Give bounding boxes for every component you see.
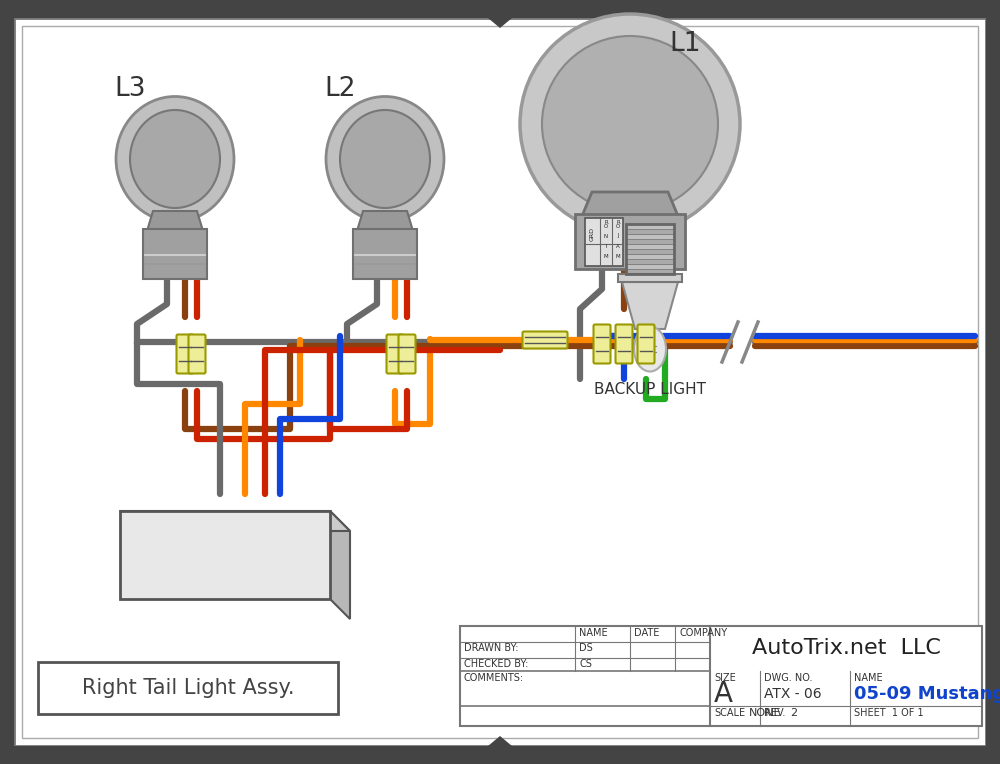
Text: 05-09 Mustang: 05-09 Mustang xyxy=(854,685,1000,703)
Text: R: R xyxy=(616,219,620,225)
Bar xyxy=(575,214,685,269)
FancyBboxPatch shape xyxy=(616,325,633,364)
Bar xyxy=(0,18,14,746)
Bar xyxy=(626,234,674,239)
FancyBboxPatch shape xyxy=(522,332,568,348)
Ellipse shape xyxy=(340,110,430,208)
Ellipse shape xyxy=(116,96,234,222)
FancyBboxPatch shape xyxy=(638,325,654,364)
Bar xyxy=(626,249,674,254)
Bar xyxy=(626,269,674,274)
Bar xyxy=(353,229,417,279)
FancyBboxPatch shape xyxy=(188,335,206,374)
Bar xyxy=(626,229,674,234)
FancyBboxPatch shape xyxy=(176,335,194,374)
Text: DWG. NO.: DWG. NO. xyxy=(764,673,812,683)
Text: CHECKED BY:: CHECKED BY: xyxy=(464,659,528,669)
Bar xyxy=(38,662,338,714)
Text: NAME: NAME xyxy=(579,628,608,638)
Bar xyxy=(120,511,330,599)
Bar xyxy=(626,264,674,269)
FancyArrow shape xyxy=(488,0,512,28)
Bar xyxy=(143,229,207,279)
Bar xyxy=(626,244,674,249)
Text: ATX - 06: ATX - 06 xyxy=(764,687,822,701)
Text: L1: L1 xyxy=(669,31,701,57)
Text: COMPANY: COMPANY xyxy=(679,628,727,638)
Text: 2: 2 xyxy=(790,708,797,718)
Polygon shape xyxy=(622,282,678,329)
Bar xyxy=(626,224,674,274)
Text: SCALE: SCALE xyxy=(714,708,745,718)
Text: A: A xyxy=(616,244,620,248)
Bar xyxy=(626,224,674,229)
Ellipse shape xyxy=(326,96,444,222)
Text: SIZE: SIZE xyxy=(714,673,736,683)
Text: AutoTrix.net  LLC: AutoTrix.net LLC xyxy=(752,638,940,658)
Polygon shape xyxy=(357,211,413,231)
Text: A: A xyxy=(714,680,733,708)
Text: DS: DS xyxy=(579,643,593,653)
Polygon shape xyxy=(120,511,350,531)
FancyArrow shape xyxy=(0,362,14,386)
Text: REV.: REV. xyxy=(764,708,785,718)
Polygon shape xyxy=(582,192,678,216)
Bar xyxy=(0,746,1000,764)
Bar xyxy=(618,274,682,282)
Bar xyxy=(585,218,623,266)
Bar xyxy=(986,18,1000,746)
Bar xyxy=(626,259,674,264)
Text: J: J xyxy=(617,234,619,238)
Text: GRD: GRD xyxy=(590,227,594,241)
Text: NONE: NONE xyxy=(749,708,782,718)
Text: O: O xyxy=(604,224,608,228)
Polygon shape xyxy=(147,211,203,231)
Text: BACKUP LIGHT: BACKUP LIGHT xyxy=(594,381,706,397)
Bar xyxy=(0,0,1000,18)
FancyArrow shape xyxy=(488,736,512,764)
FancyArrow shape xyxy=(986,362,1000,386)
Text: NAME: NAME xyxy=(854,673,883,683)
Bar xyxy=(626,254,674,259)
Polygon shape xyxy=(330,511,350,619)
Text: N: N xyxy=(604,234,608,238)
Text: DRAWN BY:: DRAWN BY: xyxy=(464,643,518,653)
Text: M: M xyxy=(616,254,620,258)
Ellipse shape xyxy=(130,110,220,208)
Bar xyxy=(460,626,982,726)
Text: DATE: DATE xyxy=(634,628,659,638)
Text: O: O xyxy=(616,224,620,228)
Circle shape xyxy=(542,36,718,212)
Bar xyxy=(626,239,674,244)
Text: CS: CS xyxy=(579,659,592,669)
Text: Right Tail Light Assy.: Right Tail Light Assy. xyxy=(82,678,294,698)
Text: L2: L2 xyxy=(324,76,356,102)
FancyBboxPatch shape xyxy=(594,325,610,364)
FancyBboxPatch shape xyxy=(386,335,404,374)
Ellipse shape xyxy=(634,326,666,371)
Text: COMMENTS:: COMMENTS: xyxy=(464,673,524,683)
Text: M: M xyxy=(604,254,608,258)
Text: I: I xyxy=(605,244,607,248)
Text: R: R xyxy=(604,219,608,225)
FancyBboxPatch shape xyxy=(398,335,416,374)
Circle shape xyxy=(520,14,740,234)
Text: SHEET  1 OF 1: SHEET 1 OF 1 xyxy=(854,708,924,718)
Text: L3: L3 xyxy=(114,76,146,102)
